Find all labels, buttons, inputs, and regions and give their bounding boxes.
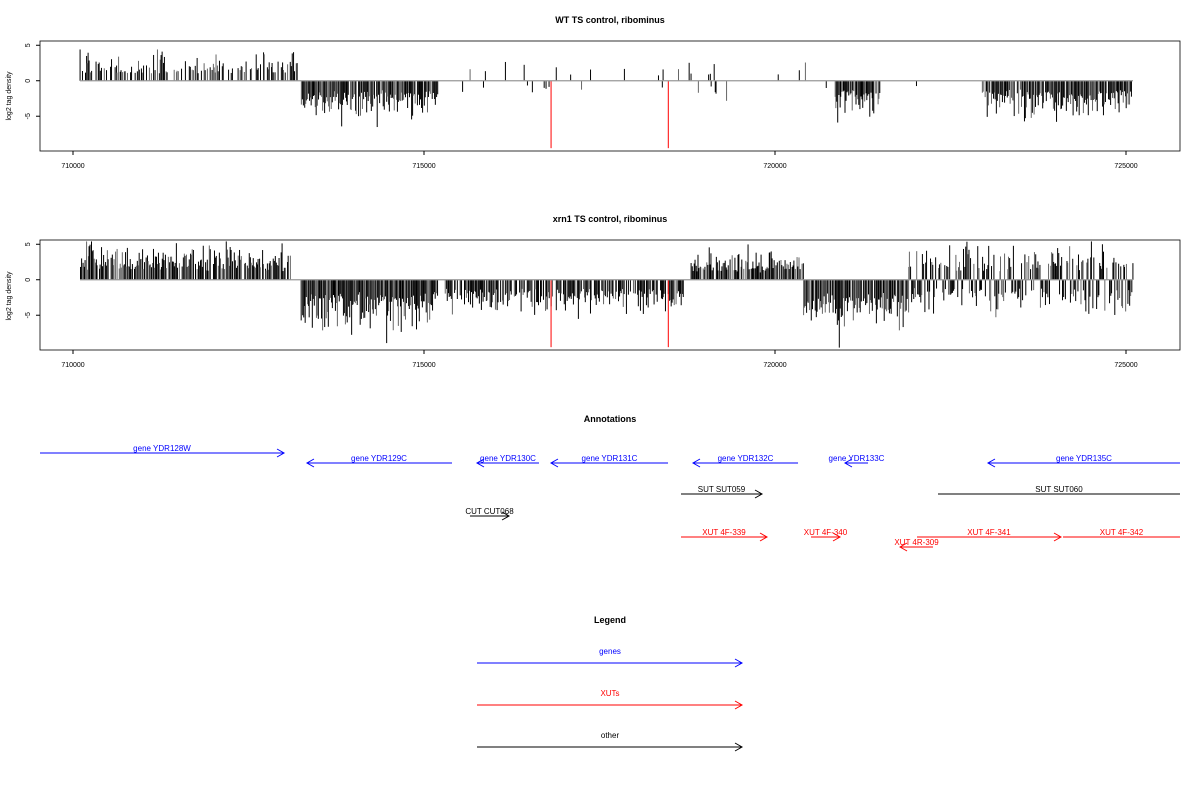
x-tick-label: 715000 bbox=[412, 362, 435, 369]
plot-frame bbox=[39, 40, 1181, 152]
x-tick-label: 720000 bbox=[763, 163, 786, 170]
bar-series bbox=[79, 49, 1132, 128]
annotation-feature: XUT 4F-340 bbox=[804, 528, 848, 542]
annotation-feature: gene YDR132C bbox=[691, 454, 799, 468]
arrow-head-icon bbox=[734, 700, 744, 710]
arrow-head-icon bbox=[475, 458, 485, 468]
feature-label: SUT SUT060 bbox=[1035, 485, 1083, 494]
feature-label: XUT 4F-340 bbox=[804, 528, 848, 537]
xrn1-track-panel: xrn1 TS control, ribominus log2 tag dens… bbox=[6, 214, 1181, 369]
y-tick-label: -5 bbox=[25, 312, 32, 318]
feature-label: gene YDR133C bbox=[829, 454, 885, 463]
legend-item: XUTs bbox=[477, 689, 744, 710]
legend-item: other bbox=[477, 731, 744, 752]
y-tick-label: -5 bbox=[25, 113, 32, 119]
arrow-head-icon bbox=[759, 532, 769, 542]
annotation-feature: XUT 4F-342 bbox=[1063, 528, 1180, 538]
xrn1-track-title: xrn1 TS control, ribominus bbox=[553, 214, 668, 224]
feature-label: XUT 4R-309 bbox=[894, 538, 939, 547]
arrow-head-icon bbox=[691, 458, 701, 468]
annotation-feature: gene YDR135C bbox=[986, 454, 1180, 468]
arrow-head-icon bbox=[276, 448, 286, 458]
annotations-title: Annotations bbox=[584, 414, 637, 424]
feature-label: gene YDR128W bbox=[133, 444, 191, 453]
y-tick-label: 0 bbox=[25, 79, 32, 83]
arrow-head-icon bbox=[986, 458, 996, 468]
wt-y-axis-label: log2 tag density bbox=[6, 71, 13, 121]
feature-label: gene YDR132C bbox=[718, 454, 774, 463]
feature-label: XUT 4F-341 bbox=[967, 528, 1011, 537]
x-tick-label: 725000 bbox=[1114, 362, 1137, 369]
annotation-feature: XUT 4F-339 bbox=[681, 528, 769, 542]
y-tick-label: 0 bbox=[25, 278, 32, 282]
arrow-head-icon bbox=[1053, 532, 1063, 542]
annotation-feature: gene YDR128W bbox=[40, 444, 286, 458]
annotation-feature: gene YDR129C bbox=[305, 454, 453, 468]
xrn1-y-axis-label: log2 tag density bbox=[6, 271, 13, 321]
feature-label: XUT 4F-342 bbox=[1100, 528, 1144, 537]
annotation-feature: SUT SUT059 bbox=[681, 485, 764, 499]
annotation-feature: SUT SUT060 bbox=[938, 485, 1180, 495]
annotation-features: gene YDR128W gene YDR129C gene YDR130C gene… bbox=[40, 444, 1180, 552]
plot-frame bbox=[39, 239, 1181, 351]
feature-label: CUT CUT068 bbox=[465, 507, 514, 516]
feature-label: gene YDR135C bbox=[1056, 454, 1112, 463]
annotation-feature: CUT CUT068 bbox=[465, 507, 514, 521]
wt-track-panel: WT TS control, ribominus log2 tag densit… bbox=[6, 15, 1181, 170]
y-tick-label: 5 bbox=[25, 43, 32, 47]
arrow-head-icon bbox=[899, 542, 908, 552]
legend-title: Legend bbox=[594, 615, 626, 625]
feature-label: SUT SUT059 bbox=[698, 485, 746, 494]
x-tick-label: 720000 bbox=[763, 362, 786, 369]
feature-label: gene YDR130C bbox=[480, 454, 536, 463]
legend-label: other bbox=[601, 731, 620, 740]
arrow-head-icon bbox=[734, 742, 744, 752]
annotation-feature: gene YDR133C bbox=[829, 454, 885, 468]
feature-label: gene YDR129C bbox=[351, 454, 407, 463]
wt-track-title: WT TS control, ribominus bbox=[555, 15, 665, 25]
x-tick-label: 715000 bbox=[412, 163, 435, 170]
feature-label: gene YDR131C bbox=[582, 454, 638, 463]
legend-label: genes bbox=[599, 647, 621, 656]
x-tick-label: 710000 bbox=[61, 362, 84, 369]
legend-label: XUTs bbox=[600, 689, 619, 698]
arrow-head-icon bbox=[501, 511, 511, 521]
annotation-feature: XUT 4R-309 bbox=[894, 538, 939, 552]
annotation-feature: gene YDR130C bbox=[475, 454, 539, 468]
annotation-feature: gene YDR131C bbox=[549, 454, 669, 468]
legend-item: genes bbox=[477, 647, 744, 668]
arrow-head-icon bbox=[734, 658, 744, 668]
arrow-head-icon bbox=[549, 458, 559, 468]
y-tick-label: 5 bbox=[25, 242, 32, 246]
feature-label: XUT 4F-339 bbox=[702, 528, 746, 537]
annotation-feature: XUT 4F-341 bbox=[917, 528, 1063, 542]
x-tick-label: 710000 bbox=[61, 163, 84, 170]
legend: genes XUTs other bbox=[477, 647, 744, 752]
bar-series bbox=[79, 241, 1134, 348]
x-tick-label: 725000 bbox=[1114, 163, 1137, 170]
arrow-head-icon bbox=[754, 489, 764, 499]
arrow-head-icon bbox=[305, 458, 315, 468]
arrow-head-icon bbox=[843, 458, 853, 468]
arrow-head-icon bbox=[832, 532, 842, 542]
